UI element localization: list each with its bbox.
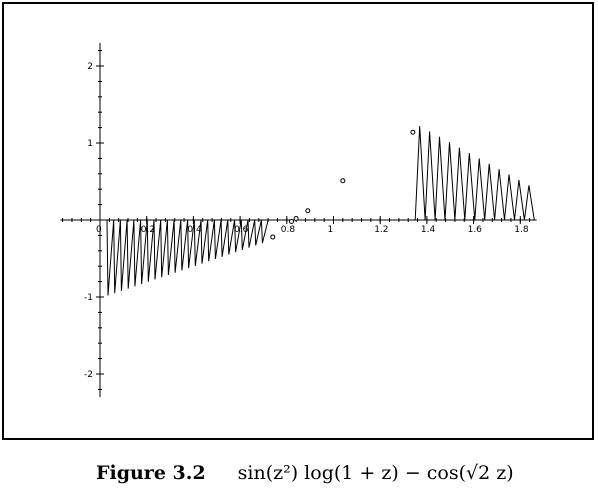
y-tick-label: 1 <box>87 139 93 149</box>
data-point <box>293 215 299 221</box>
figure-expression: sin(z²) log(1 + z) − cos(√2 z) <box>237 462 514 484</box>
y-tick-label: -2 <box>84 370 93 380</box>
plot-area: 0 0.2 0.4 0.6 0.8 1 1.2 1.4 1.6 1.8-2-112 <box>60 42 537 398</box>
x-tick-label: 1.2 <box>374 225 388 235</box>
x-tick-label: 1.8 <box>514 225 529 235</box>
y-tick-label: 2 <box>87 62 93 72</box>
x-tick-label: 1.6 <box>468 225 483 235</box>
points <box>270 129 416 240</box>
data-point <box>305 208 311 214</box>
data-point <box>288 219 294 225</box>
x-tick-label: 0 <box>96 225 102 235</box>
data-point <box>340 178 346 184</box>
sawtooth-right-series <box>414 126 535 221</box>
figure-caption: Figure 3.2 sin(z²) log(1 + z) − cos(√2 z… <box>96 462 514 484</box>
data-point <box>410 129 416 135</box>
figure-label: Figure 3.2 <box>96 462 206 484</box>
chart-frame: 0 0.2 0.4 0.6 0.8 1 1.2 1.4 1.6 1.8 -2 -1 1 2 <box>2 2 594 440</box>
x-tick-label: 1 <box>328 225 334 235</box>
series <box>106 126 535 296</box>
sawtooth-left-series <box>106 219 269 296</box>
x-tick-label: 1.4 <box>421 225 436 235</box>
data-point <box>270 234 276 240</box>
x-tick-label: 0.8 <box>281 225 296 235</box>
y-tick-label: -1 <box>84 293 93 303</box>
